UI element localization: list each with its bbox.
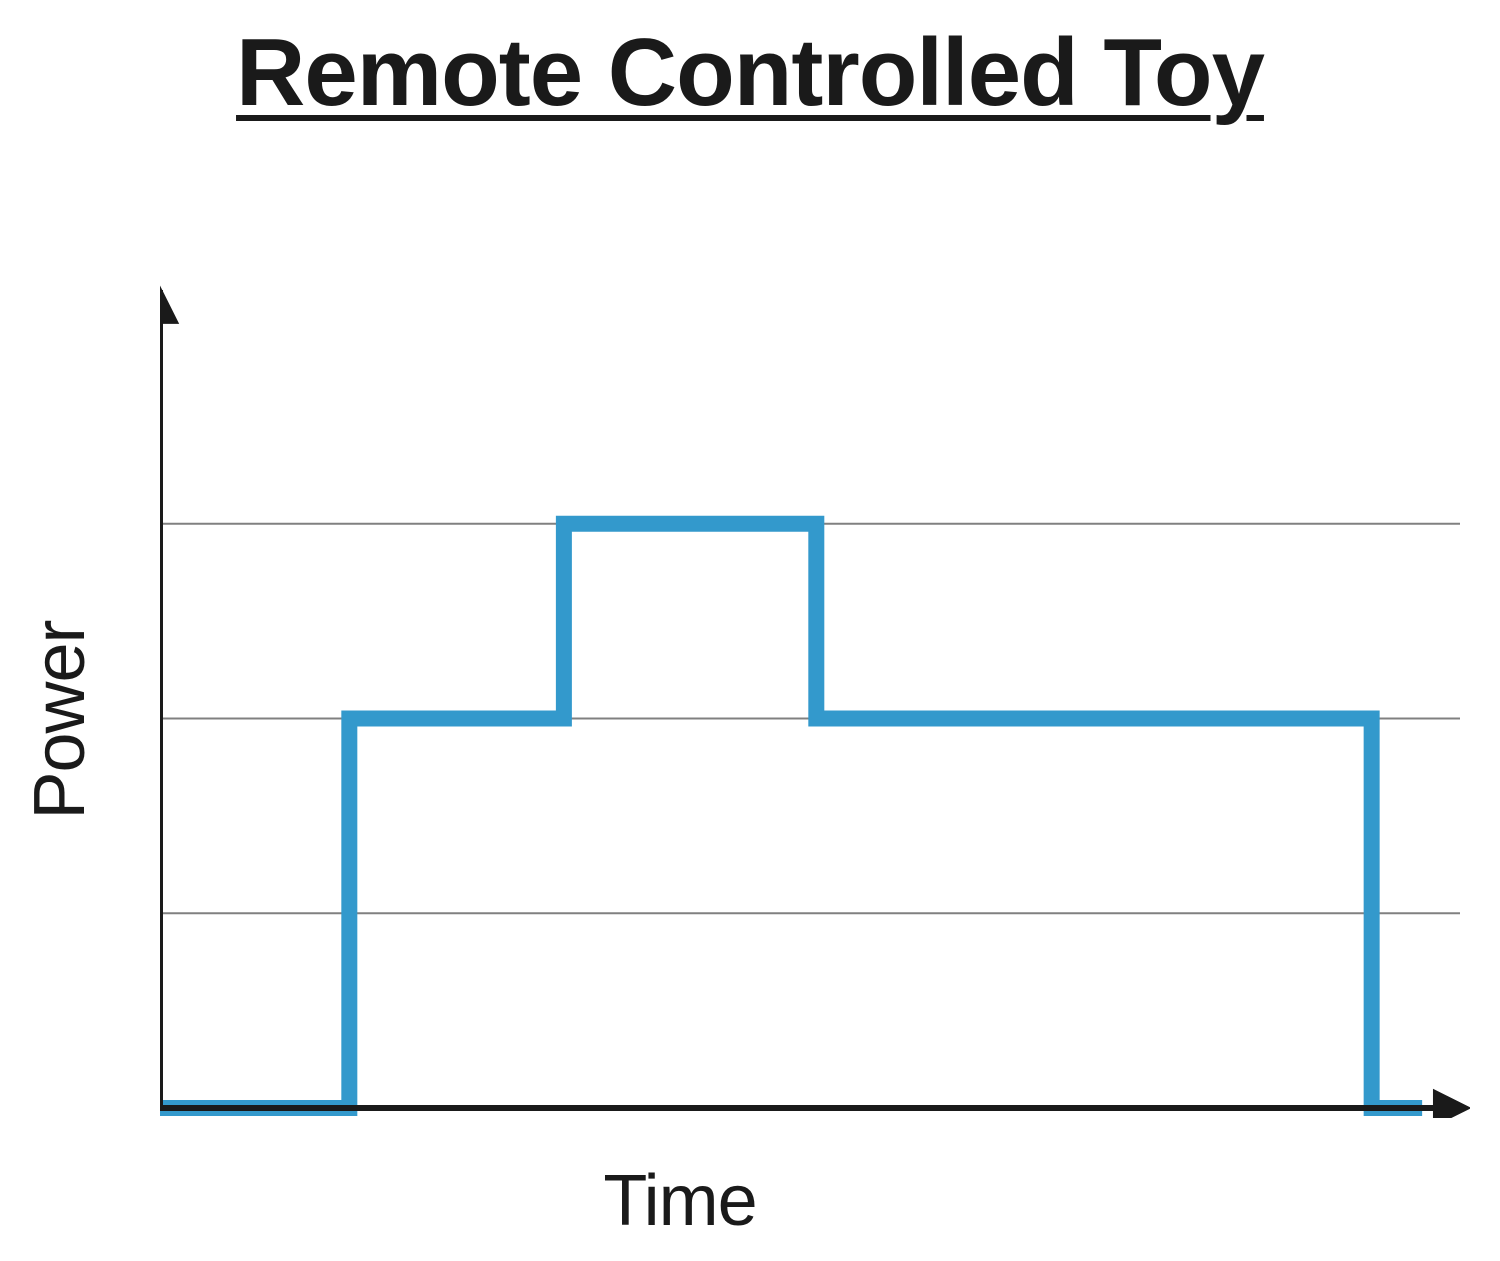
power-time-chart <box>160 280 1470 1118</box>
x-axis-label: Time <box>603 1160 756 1242</box>
x-axis-arrowhead-icon <box>1433 1089 1470 1118</box>
chart-title: Remote Controlled Toy <box>0 18 1500 128</box>
data-step-line <box>160 524 1422 1108</box>
y-axis-label: Power <box>19 620 101 819</box>
page: Remote Controlled Toy Power Time <box>0 0 1500 1261</box>
y-axis-arrowhead-icon <box>160 285 179 323</box>
